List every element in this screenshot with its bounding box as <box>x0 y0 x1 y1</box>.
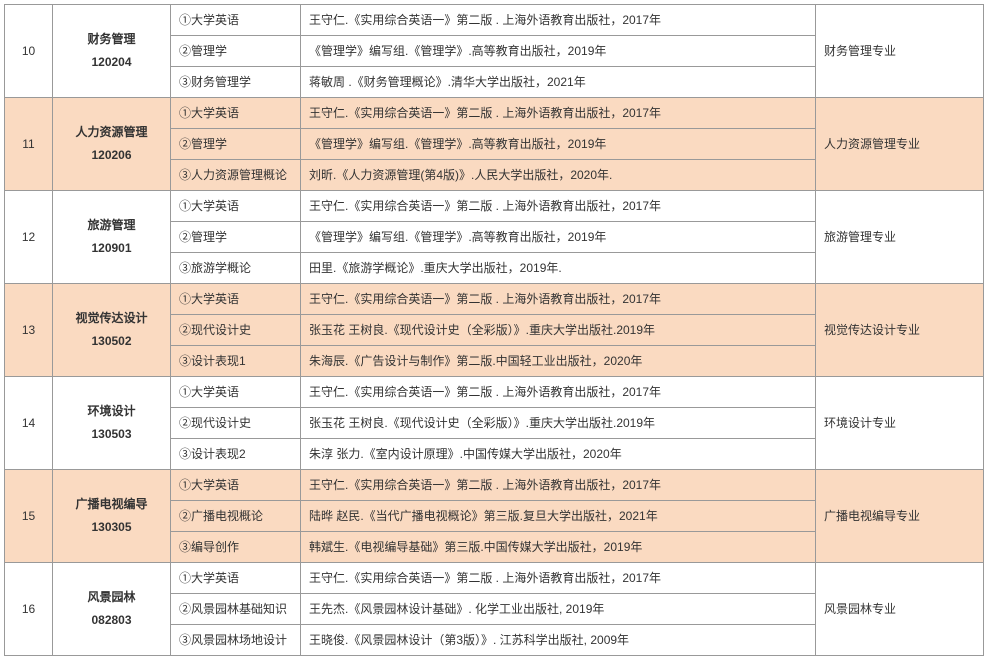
major-code: 130502 <box>91 334 131 348</box>
course-name: ①大学英语 <box>171 284 301 315</box>
major-name: 人力资源管理 <box>75 125 147 139</box>
major-code: 120204 <box>91 55 131 69</box>
department: 广播电视编导专业 <box>816 470 984 563</box>
table-row: 14环境设计130503①大学英语王守仁.《实用综合英语一》第二版 . 上海外语… <box>5 377 984 408</box>
textbook: 《管理学》编写组.《管理学》.高等教育出版社，2019年 <box>301 129 816 160</box>
department: 环境设计专业 <box>816 377 984 470</box>
course-name: ②管理学 <box>171 36 301 67</box>
major-code: 082803 <box>91 613 131 627</box>
table-row: 13视觉传达设计130502①大学英语王守仁.《实用综合英语一》第二版 . 上海… <box>5 284 984 315</box>
course-name: ③财务管理学 <box>171 67 301 98</box>
course-name: ③设计表现2 <box>171 439 301 470</box>
department: 风景园林专业 <box>816 563 984 656</box>
course-name: ①大学英语 <box>171 470 301 501</box>
table-row: 15广播电视编导130305①大学英语王守仁.《实用综合英语一》第二版 . 上海… <box>5 470 984 501</box>
row-number: 14 <box>5 377 53 470</box>
department: 财务管理专业 <box>816 5 984 98</box>
row-number: 15 <box>5 470 53 563</box>
major-cell: 广播电视编导 130305 <box>53 470 171 563</box>
course-name: ①大学英语 <box>171 191 301 222</box>
textbook: 王守仁.《实用综合英语一》第二版 . 上海外语教育出版社，2017年 <box>301 563 816 594</box>
textbook: 朱海辰.《广告设计与制作》第二版.中国轻工业出版社，2020年 <box>301 346 816 377</box>
course-name: ③人力资源管理概论 <box>171 160 301 191</box>
course-name: ③旅游学概论 <box>171 253 301 284</box>
course-name: ②风景园林基础知识 <box>171 594 301 625</box>
major-cell: 旅游管理 120901 <box>53 191 171 284</box>
textbook: 王守仁.《实用综合英语一》第二版 . 上海外语教育出版社，2017年 <box>301 191 816 222</box>
table-row: 11人力资源管理120206①大学英语王守仁.《实用综合英语一》第二版 . 上海… <box>5 98 984 129</box>
major-name: 财务管理 <box>87 32 135 46</box>
major-name: 旅游管理 <box>87 218 135 232</box>
textbook: 王守仁.《实用综合英语一》第二版 . 上海外语教育出版社，2017年 <box>301 98 816 129</box>
table-row: 10财务管理120204①大学英语王守仁.《实用综合英语一》第二版 . 上海外语… <box>5 5 984 36</box>
textbook: 王守仁.《实用综合英语一》第二版 . 上海外语教育出版社，2017年 <box>301 284 816 315</box>
department: 旅游管理专业 <box>816 191 984 284</box>
textbook: 王先杰.《风景园林设计基础》. 化学工业出版社, 2019年 <box>301 594 816 625</box>
textbook: 《管理学》编写组.《管理学》.高等教育出版社，2019年 <box>301 36 816 67</box>
textbook: 刘昕.《人力资源管理(第4版)》.人民大学出版社，2020年. <box>301 160 816 191</box>
textbook: 蒋敏周 .《财务管理概论》.清华大学出版社，2021年 <box>301 67 816 98</box>
department: 视觉传达设计专业 <box>816 284 984 377</box>
course-name: ①大学英语 <box>171 5 301 36</box>
major-code: 120206 <box>91 148 131 162</box>
textbook: 王守仁.《实用综合英语一》第二版 . 上海外语教育出版社，2017年 <box>301 470 816 501</box>
major-code: 130305 <box>91 520 131 534</box>
row-number: 11 <box>5 98 53 191</box>
row-number: 13 <box>5 284 53 377</box>
course-name: ②现代设计史 <box>171 315 301 346</box>
textbook: 王守仁.《实用综合英语一》第二版 . 上海外语教育出版社，2017年 <box>301 377 816 408</box>
textbook: 王晓俊.《风景园林设计（第3版）》. 江苏科学出版社, 2009年 <box>301 625 816 656</box>
textbook: 陆晔 赵民.《当代广播电视概论》第三版.复旦大学出版社，2021年 <box>301 501 816 532</box>
textbook: 韩斌生.《电视编导基础》第三版.中国传媒大学出版社，2019年 <box>301 532 816 563</box>
major-name: 风景园林 <box>87 590 135 604</box>
major-cell: 风景园林 082803 <box>53 563 171 656</box>
textbook: 田里.《旅游学概论》.重庆大学出版社，2019年. <box>301 253 816 284</box>
course-name: ②管理学 <box>171 222 301 253</box>
textbook: 王守仁.《实用综合英语一》第二版 . 上海外语教育出版社，2017年 <box>301 5 816 36</box>
major-cell: 人力资源管理 120206 <box>53 98 171 191</box>
course-name: ③编导创作 <box>171 532 301 563</box>
textbook: 张玉花 王树良.《现代设计史（全彩版）》.重庆大学出版社.2019年 <box>301 408 816 439</box>
major-code: 120901 <box>91 241 131 255</box>
course-name: ③设计表现1 <box>171 346 301 377</box>
table-row: 12旅游管理120901①大学英语王守仁.《实用综合英语一》第二版 . 上海外语… <box>5 191 984 222</box>
curriculum-table: 10财务管理120204①大学英语王守仁.《实用综合英语一》第二版 . 上海外语… <box>4 4 984 656</box>
row-number: 10 <box>5 5 53 98</box>
textbook: 朱淳 张力.《室内设计原理》.中国传媒大学出版社，2020年 <box>301 439 816 470</box>
textbook: 《管理学》编写组.《管理学》.高等教育出版社，2019年 <box>301 222 816 253</box>
row-number: 16 <box>5 563 53 656</box>
major-name: 环境设计 <box>87 404 135 418</box>
major-name: 视觉传达设计 <box>75 311 147 325</box>
major-name: 广播电视编导 <box>75 497 147 511</box>
major-cell: 环境设计 130503 <box>53 377 171 470</box>
course-name: ①大学英语 <box>171 563 301 594</box>
table-row: 16风景园林082803①大学英语王守仁.《实用综合英语一》第二版 . 上海外语… <box>5 563 984 594</box>
course-name: ②现代设计史 <box>171 408 301 439</box>
course-name: ②广播电视概论 <box>171 501 301 532</box>
major-cell: 视觉传达设计 130502 <box>53 284 171 377</box>
course-name: ①大学英语 <box>171 377 301 408</box>
course-name: ①大学英语 <box>171 98 301 129</box>
textbook: 张玉花 王树良.《现代设计史（全彩版）》.重庆大学出版社.2019年 <box>301 315 816 346</box>
row-number: 12 <box>5 191 53 284</box>
course-name: ②管理学 <box>171 129 301 160</box>
major-cell: 财务管理 120204 <box>53 5 171 98</box>
department: 人力资源管理专业 <box>816 98 984 191</box>
course-name: ③风景园林场地设计 <box>171 625 301 656</box>
major-code: 130503 <box>91 427 131 441</box>
